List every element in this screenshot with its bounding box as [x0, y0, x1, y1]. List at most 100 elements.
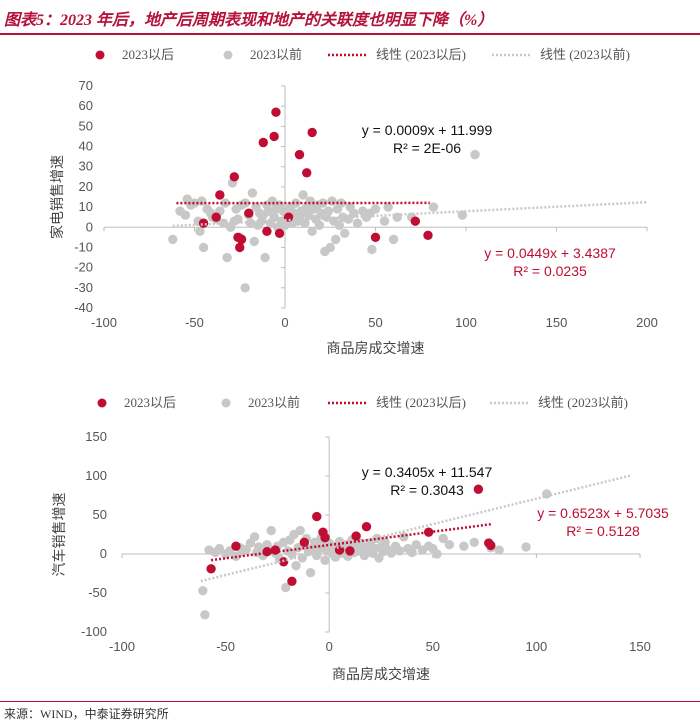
point-before-2023 [200, 610, 210, 620]
point-after-2023 [258, 137, 268, 148]
point-before-2023 [367, 244, 377, 255]
point-after-2023 [211, 212, 221, 222]
point-before-2023 [394, 546, 405, 556]
point-before-2023 [287, 549, 297, 559]
y-tick-label: -100 [81, 624, 107, 639]
point-before-2023 [300, 218, 310, 228]
point-before-2023 [314, 220, 325, 230]
y-tick-label: 100 [85, 468, 107, 483]
legend-marker-before [221, 398, 231, 408]
y-tick-label: 50 [79, 118, 93, 133]
point-before-2023 [247, 188, 258, 198]
equation-after-2023: y = 0.0009x + 11.999 [362, 122, 493, 138]
y-tick-label: 10 [79, 199, 93, 214]
x-tick-label: 100 [455, 315, 477, 330]
point-before-2023 [444, 539, 455, 550]
point-before-2023 [305, 568, 316, 578]
source-note: 来源：WIND，中泰证券研究所 [4, 707, 169, 721]
chart-automobile: 2023以后 2023以前 线性 (2023以后) 线性 (2023以前) -100 -5… [51, 395, 669, 682]
x-axis-title: 商品房成交增速 [332, 666, 430, 682]
point-before-2023 [249, 532, 260, 542]
point-after-2023 [320, 532, 330, 543]
point-before-2023 [189, 198, 200, 208]
point-after-2023 [235, 242, 245, 253]
point-after-2023 [423, 230, 433, 241]
x-tick-label: 0 [281, 315, 288, 330]
equation-before-2023: y = 0.6523x + 5.7035 [537, 505, 669, 521]
point-before-2023 [459, 541, 469, 551]
point-before-2023 [392, 212, 402, 222]
legend-label-trend-before: 线性 (2023以前) [538, 395, 628, 410]
y-tick-label: -50 [88, 585, 107, 600]
x-tick-label: 150 [629, 639, 651, 654]
point-before-2023 [330, 234, 341, 245]
figure-title: 图表5：2023 年后，地产后周期表现和地产的关联度也明显下降（%） [4, 12, 494, 29]
y-axis-title: 汽车销售增速 [51, 493, 67, 577]
point-before-2023 [214, 543, 225, 554]
point-before-2023 [320, 555, 330, 565]
point-before-2023 [438, 533, 448, 544]
y-tick-label: -40 [74, 300, 93, 315]
x-tick-label: 50 [368, 315, 382, 330]
title-divider [0, 33, 700, 35]
trendline-after-2023 [210, 523, 491, 562]
point-before-2023 [295, 525, 305, 536]
point-after-2023 [262, 226, 272, 237]
x-tick-label: 50 [426, 639, 440, 654]
point-before-2023 [349, 208, 359, 218]
r-squared-before-2023: R² = 0.0235 [513, 263, 587, 279]
point-before-2023 [521, 542, 531, 552]
equation-after-2023: y = 0.3405x + 11.547 [362, 464, 493, 480]
y-axis-title: 家电销售增速 [49, 155, 65, 239]
trendline-before-2023 [172, 200, 648, 228]
x-tick-label: 200 [636, 315, 658, 330]
point-after-2023 [423, 527, 434, 537]
point-before-2023 [298, 190, 308, 200]
point-before-2023 [327, 196, 337, 206]
figure-title-bar: 图表5：2023 年后，地产后周期表现和地产的关联度也明显下降（%） [0, 0, 700, 35]
x-tick-label: -100 [91, 315, 117, 330]
point-before-2023 [254, 542, 264, 552]
point-before-2023 [399, 532, 409, 542]
point-before-2023 [307, 226, 317, 237]
point-before-2023 [269, 212, 279, 222]
point-before-2023 [280, 220, 290, 230]
point-after-2023 [294, 149, 305, 160]
point-after-2023 [274, 228, 285, 239]
point-before-2023 [280, 582, 291, 593]
legend-label-before: 2023以前 [250, 47, 302, 62]
equation-before-2023: y = 0.0449x + 3.4387 [484, 245, 616, 261]
legend-marker-after [97, 398, 107, 408]
point-before-2023 [457, 210, 468, 220]
point-before-2023 [218, 218, 229, 228]
y-tick-label: 0 [100, 546, 107, 561]
point-before-2023 [494, 545, 504, 555]
point-before-2023 [297, 553, 307, 563]
point-before-2023 [291, 198, 301, 208]
r-squared-after-2023: R² = 2E-06 [393, 140, 461, 156]
point-after-2023 [345, 546, 355, 556]
y-tick-label: -10 [74, 239, 93, 254]
point-before-2023 [411, 539, 421, 550]
x-tick-label: -50 [216, 639, 235, 654]
point-before-2023 [303, 210, 314, 220]
point-after-2023 [410, 216, 421, 226]
point-before-2023 [407, 547, 417, 558]
point-before-2023 [249, 236, 259, 247]
point-after-2023 [231, 541, 241, 551]
point-after-2023 [215, 190, 225, 200]
point-before-2023 [379, 216, 390, 226]
legend-label-after: 2023以后 [122, 47, 174, 62]
legend-label-trend-before: 线性 (2023以前) [540, 47, 630, 62]
y-tick-label: 30 [79, 159, 93, 174]
point-after-2023 [473, 484, 484, 494]
point-before-2023 [352, 218, 363, 228]
x-tick-label: 0 [326, 639, 333, 654]
chart-home-appliance: 2023以后 2023以前 线性 (2023以后) 线性 (2023以前) -40 -30… [49, 47, 658, 356]
trendline-before-2023 [200, 474, 633, 583]
x-tick-label: -50 [185, 315, 204, 330]
point-before-2023 [233, 214, 243, 224]
point-after-2023 [361, 522, 372, 532]
legend-label-after: 2023以后 [124, 395, 176, 410]
point-before-2023 [386, 548, 397, 558]
